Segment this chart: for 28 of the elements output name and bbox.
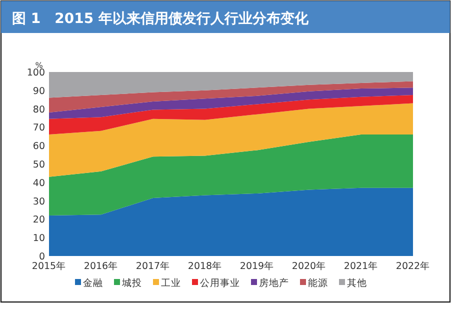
legend-label: 房地产 — [259, 277, 289, 289]
y-tick-label: 20 — [32, 214, 45, 226]
x-tick-label: 2018年 — [188, 260, 222, 272]
legend-label: 城投 — [121, 277, 142, 289]
x-tick-label: 2022年 — [396, 260, 430, 272]
legend-label: 金融 — [83, 277, 103, 289]
x-tick-label: 2019年 — [240, 260, 274, 272]
x-tick-label: 2016年 — [84, 260, 118, 272]
y-tick-label: 80 — [32, 104, 45, 116]
y-tick-label: 30 — [32, 196, 45, 208]
y-tick-label: 50 — [32, 160, 45, 170]
legend-label: 其他 — [347, 277, 367, 289]
y-tick-label: 40 — [32, 178, 45, 189]
legend-label: 工业 — [161, 277, 181, 289]
y-tick-label: 10 — [32, 233, 45, 244]
x-tick-label: 2017年 — [136, 260, 170, 272]
y-tick-label: 70 — [32, 122, 45, 134]
x-tick-label: 2015年 — [32, 260, 66, 272]
x-tick-label: 2021年 — [344, 260, 378, 272]
y-axis-title: % — [35, 61, 44, 70]
x-tick-label: 2020年 — [292, 260, 326, 272]
y-tick-label: 90 — [32, 86, 45, 97]
y-tick-label: 100 — [26, 68, 45, 78]
legend-label: 能源 — [308, 277, 328, 289]
legend-label: 公用事业 — [200, 277, 240, 289]
y-tick-label: 0 — [38, 252, 45, 262]
chart-title: 图 1 2015 年以来信用债发行人行业分布变化 — [12, 10, 310, 27]
y-tick-label: 60 — [32, 141, 45, 152]
